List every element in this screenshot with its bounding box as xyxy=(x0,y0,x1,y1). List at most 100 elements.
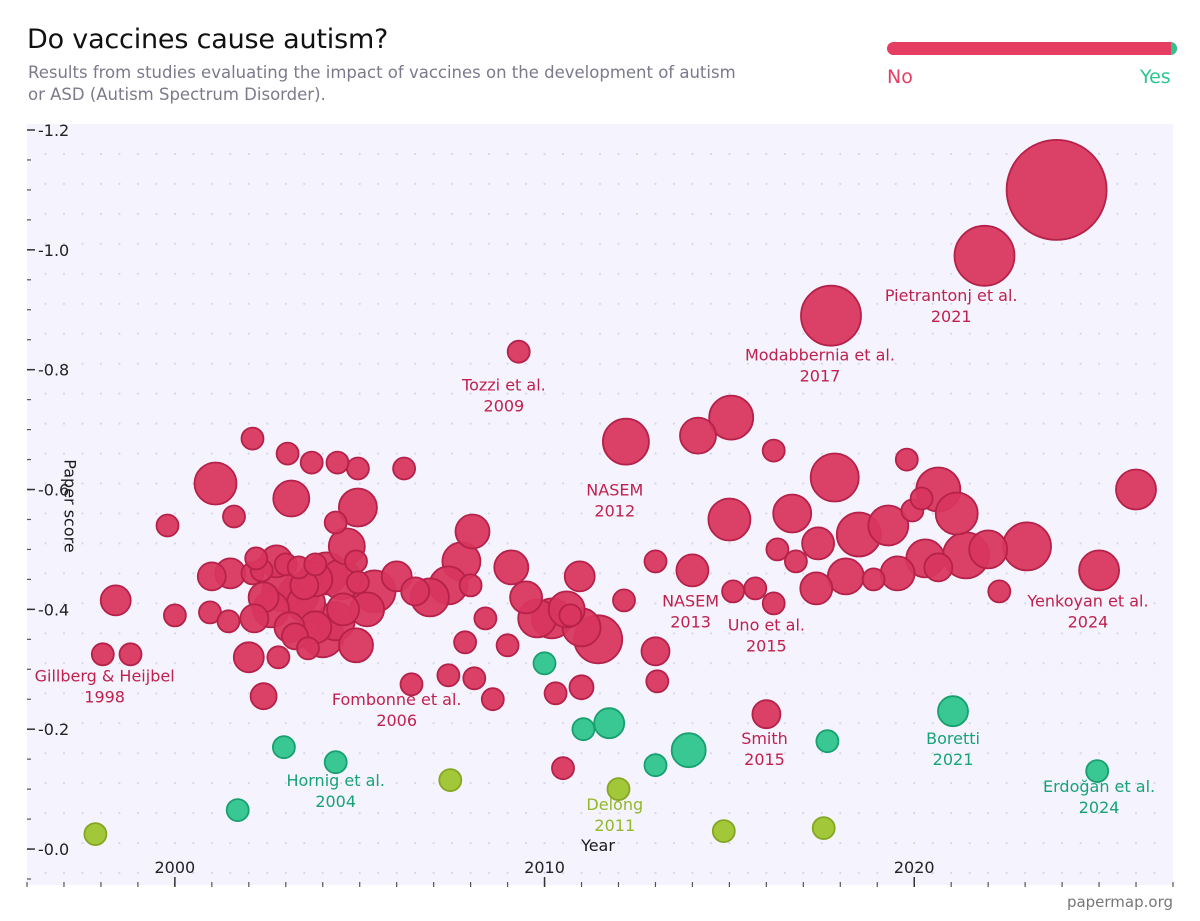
grid-dot xyxy=(266,392,269,395)
grid-dot xyxy=(229,152,232,156)
grid-dot xyxy=(709,602,713,605)
grid-dot xyxy=(1061,452,1064,455)
grid-dot xyxy=(99,692,102,695)
grid-dot xyxy=(580,212,583,215)
grid-dot xyxy=(580,302,583,305)
data-point-no xyxy=(867,504,910,547)
grid-dot xyxy=(1061,272,1064,275)
grid-dot xyxy=(728,632,731,635)
grid-dot xyxy=(765,662,768,665)
data-point-no xyxy=(272,479,311,518)
grid-dot xyxy=(1024,572,1027,575)
grid-dot xyxy=(617,482,620,485)
annotation-label: Smith 2015 xyxy=(741,729,788,769)
annotation-label: Boretti 2021 xyxy=(926,729,980,769)
grid-dot xyxy=(340,842,343,845)
grid-dot xyxy=(155,812,158,815)
grid-dot xyxy=(1079,812,1082,815)
grid-dot xyxy=(561,152,565,156)
grid-dot xyxy=(469,782,472,785)
grid-dot xyxy=(617,842,620,845)
grid-dot xyxy=(155,871,158,875)
grid-dot xyxy=(247,482,250,485)
grid-dot xyxy=(525,782,528,785)
y-tick-label: -1.0 xyxy=(38,241,69,260)
grid-dot xyxy=(950,272,953,275)
grid-dot xyxy=(210,362,213,365)
grid-dot xyxy=(968,782,971,785)
grid-dot xyxy=(99,572,102,575)
grid-dot xyxy=(192,422,195,425)
annotation-line: 2017 xyxy=(800,367,841,386)
grid-dot xyxy=(247,722,250,725)
grid-dot xyxy=(118,572,121,575)
grid-dot xyxy=(173,482,176,485)
grid-dot xyxy=(506,662,509,665)
grid-dot xyxy=(543,842,546,845)
grid-dot xyxy=(395,662,398,665)
grid-dot xyxy=(765,692,768,695)
grid-dot xyxy=(580,332,583,335)
grid-dot xyxy=(672,332,676,335)
grid-dot xyxy=(728,482,731,485)
grid-dot xyxy=(377,392,380,395)
grid-dot xyxy=(432,302,435,305)
grid-dot xyxy=(432,722,435,725)
grid-dot xyxy=(210,722,213,725)
grid-dot xyxy=(395,452,398,455)
grid-dot xyxy=(543,152,546,156)
grid-dot xyxy=(561,542,565,545)
grid-dot xyxy=(1079,632,1082,635)
grid-dot xyxy=(1061,392,1064,395)
y-tick-label: -1.2 xyxy=(38,121,69,140)
grid-dot xyxy=(654,302,657,305)
grid-dot xyxy=(99,272,102,275)
grid-dot xyxy=(229,602,232,605)
grid-dot xyxy=(284,302,287,305)
grid-dot xyxy=(44,482,47,485)
grid-dot xyxy=(1042,871,1045,875)
grid-dot xyxy=(358,152,361,156)
grid-dot xyxy=(1116,692,1119,695)
grid-dot xyxy=(561,842,565,845)
grid-dot xyxy=(358,812,361,815)
grid-dot xyxy=(857,212,860,215)
grid-dot xyxy=(931,512,934,515)
grid-dot xyxy=(469,482,472,485)
grid-dot xyxy=(469,452,472,455)
grid-dot xyxy=(913,632,916,635)
grid-dot xyxy=(321,452,324,455)
grid-dot xyxy=(746,542,750,545)
grid-dot xyxy=(561,871,565,875)
grid-dot xyxy=(561,332,565,335)
grid-dot xyxy=(488,812,491,815)
grid-dot xyxy=(229,752,232,755)
data-point-no xyxy=(400,576,431,607)
grid-dot xyxy=(432,362,435,365)
grid-dot xyxy=(1079,752,1082,755)
grid-dot xyxy=(783,182,786,185)
grid-dot xyxy=(746,272,750,275)
grid-dot xyxy=(931,422,934,425)
grid-dot xyxy=(99,332,102,335)
grid-dot xyxy=(635,332,639,335)
grid-dot xyxy=(155,602,158,605)
grid-dot xyxy=(358,842,361,845)
grid-dot xyxy=(913,662,916,665)
grid-dot xyxy=(691,542,694,545)
grid-dot xyxy=(1024,632,1027,635)
grid-dot xyxy=(1005,662,1008,665)
grid-dot xyxy=(1098,692,1101,695)
grid-dot xyxy=(598,572,602,575)
grid-dot xyxy=(839,871,842,875)
grid-dot xyxy=(210,632,213,635)
grid-dot xyxy=(340,302,343,305)
grid-dot xyxy=(506,332,509,335)
grid-dot xyxy=(950,812,953,815)
grid-dot xyxy=(1024,692,1027,695)
grid-dot xyxy=(598,392,602,395)
grid-dot xyxy=(340,782,343,785)
grid-dot xyxy=(284,152,287,156)
grid-dot xyxy=(654,482,657,485)
data-point-no xyxy=(799,571,834,606)
